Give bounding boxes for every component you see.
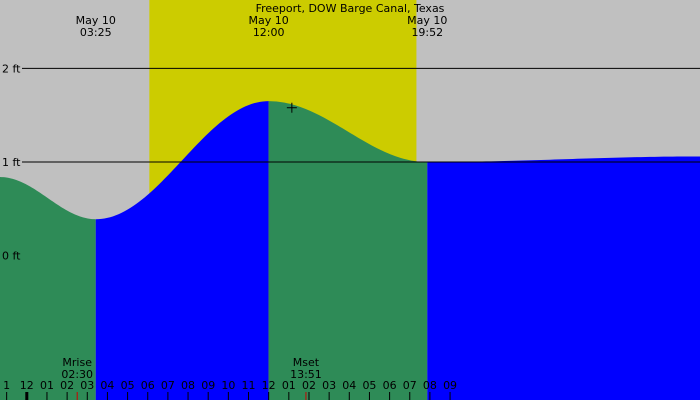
cursor-crosshair-icon — [286, 102, 297, 113]
x-axis-ticks: 1 12 01 02 03 04 05 06 07 08 09 10 11 12 01 02 03 04 05 06 0… — [3, 379, 457, 400]
hour-label-18: 05 — [362, 379, 376, 392]
hour-label-4: 03 — [80, 379, 94, 392]
moon-time-1: 02:30 — [61, 368, 93, 381]
hour-label-20: 07 — [403, 379, 417, 392]
hour-label-8: 07 — [161, 379, 175, 392]
hour-label-16: 03 — [322, 379, 336, 392]
hour-label-12: 11 — [242, 379, 256, 392]
hour-label-17: 04 — [342, 379, 356, 392]
event-date-2: May 10 — [249, 14, 289, 27]
chart-title: Freeport, DOW Barge Canal, Texas — [256, 2, 445, 15]
height-grid-lines — [22, 67, 700, 163]
event-date-1: May 10 — [76, 14, 116, 27]
hour-label-3: 02 — [60, 379, 74, 392]
y-label-2ft: 2 ft — [2, 62, 21, 75]
hour-label-2: 01 — [40, 379, 54, 392]
hour-label-15: 02 — [302, 379, 316, 392]
event-time-2: 12:00 — [253, 26, 285, 39]
tide-segment-falling-3 — [268, 101, 428, 400]
event-time-1: 03:25 — [80, 26, 112, 39]
moon-time-2: 13:51 — [290, 368, 322, 381]
tide-segment-rising-4 — [427, 156, 700, 400]
hour-label-6: 05 — [121, 379, 135, 392]
y-label-0ft: 0 ft — [2, 250, 21, 263]
hour-label-1: 12 — [20, 379, 34, 392]
hour-label-7: 06 — [141, 379, 155, 392]
event-date-3: May 10 — [407, 14, 447, 27]
y-axis-labels: 2 ft 1 ft 0 ft — [2, 62, 21, 262]
tide-segment-rising-2 — [95, 101, 269, 400]
tide-area — [0, 101, 700, 400]
hour-label-10: 09 — [201, 379, 215, 392]
tide-segment-falling-1 — [0, 177, 96, 400]
hour-label-22: 09 — [443, 379, 457, 392]
hour-label-5: 04 — [100, 379, 114, 392]
moon-label-1: Mrise — [62, 356, 92, 369]
hour-label-21: 08 — [423, 379, 437, 392]
moon-label-2: Mset — [293, 356, 320, 369]
y-label-1ft: 1 ft — [2, 156, 21, 169]
event-time-3: 19:52 — [411, 26, 443, 39]
hour-label-11: 10 — [221, 379, 235, 392]
hour-label-0: 1 — [3, 379, 10, 392]
hour-label-19: 06 — [383, 379, 397, 392]
hour-label-9: 08 — [181, 379, 195, 392]
hour-label-14: 01 — [282, 379, 296, 392]
hour-label-13: 12 — [262, 379, 276, 392]
